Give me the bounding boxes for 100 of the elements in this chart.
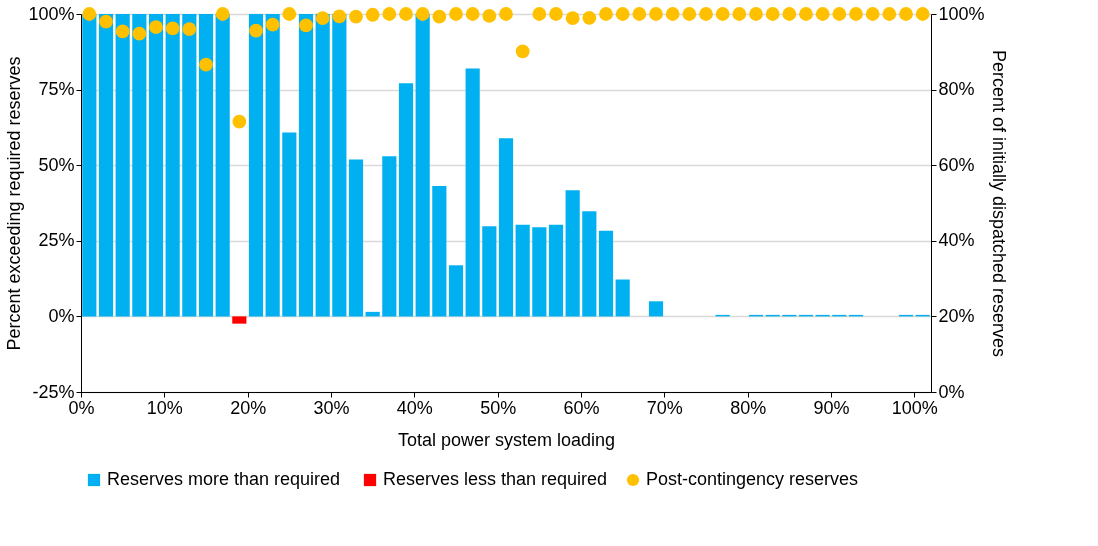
point [599,7,613,21]
bar [215,14,230,317]
point [399,7,413,21]
point [815,7,830,21]
bar [182,14,197,317]
bar [248,14,264,317]
point [149,20,163,35]
bar [382,156,397,317]
bar [448,265,464,317]
bar [232,316,247,324]
bar [615,279,630,317]
point [532,7,547,21]
point [199,57,213,72]
y2-tick-label: 40% [938,230,975,251]
y-tick-label: 0% [48,305,75,326]
bar [415,14,430,317]
point [665,7,680,21]
point [215,7,230,21]
legend-label: Reserves more than required [107,469,341,489]
x-tick-label: 40% [396,397,433,418]
legend-label: Reserves less than required [383,469,608,489]
bar [282,132,297,317]
y-axis-title: Percent exceeding required reserves [4,56,25,351]
bar [115,14,130,317]
point [482,9,497,23]
point [749,7,763,21]
bar [332,14,347,317]
point [282,7,297,21]
point [382,7,397,21]
point [615,7,630,21]
x-tick-label: 30% [313,397,350,418]
point [499,7,513,21]
point [99,14,113,29]
bar [648,301,664,317]
bar [265,14,280,317]
point [415,7,430,21]
x-tick-label: 80% [730,397,767,418]
y2-tick-label: 80% [938,79,975,100]
bar [398,83,414,317]
bar [565,190,580,317]
bar [132,14,147,317]
x-tick-label: 90% [813,397,850,418]
point [682,7,697,21]
point [465,7,480,21]
point [299,18,313,33]
x-tick-label: 20% [230,397,267,418]
point [349,9,363,24]
point [132,26,147,41]
point [82,7,97,21]
bar [198,14,214,317]
point [799,7,813,21]
point [365,7,380,22]
point [549,7,563,21]
bar [465,68,480,317]
legend-label: Post-contingency reserves [646,469,859,489]
point [265,17,280,32]
bar [498,138,514,317]
point [332,9,347,24]
x-tick-label: 100% [891,397,938,418]
bar [515,224,530,317]
bar [98,14,114,317]
bar [165,14,180,317]
point [732,7,747,21]
point [315,11,330,26]
bar [148,14,164,317]
point [565,11,580,26]
point [249,23,263,38]
y2-tick-label: 60% [938,154,975,175]
point [632,7,647,21]
point [765,7,780,21]
y-tick-label: 75% [38,79,75,100]
x-axis-title: Total power system loading [397,429,616,450]
x-tick-label: 10% [146,397,183,418]
point [182,22,197,36]
point [865,7,880,21]
point [832,7,847,21]
bar [598,230,614,317]
point [649,7,663,21]
point [782,7,797,21]
point [582,10,597,25]
point [432,9,447,24]
y-tick-label: 25% [38,230,75,251]
bar [82,14,97,317]
x-tick-label: 60% [563,397,600,418]
point [449,7,463,21]
y2-tick-label: 0% [938,381,965,402]
y-tick-label: 100% [28,3,75,24]
point [165,21,180,36]
point [715,7,730,21]
point [115,24,130,39]
y-tick-label: 50% [38,154,75,175]
x-tick-label: 70% [646,397,683,418]
bar [532,227,547,317]
point [882,7,897,21]
bar [298,14,314,317]
point [515,44,530,59]
y2-tick-label: 100% [938,3,985,24]
bar [315,14,330,317]
y2-axis-title: Percent of initially dispatched reserves [988,49,1009,358]
y2-tick-label: 20% [938,305,975,326]
